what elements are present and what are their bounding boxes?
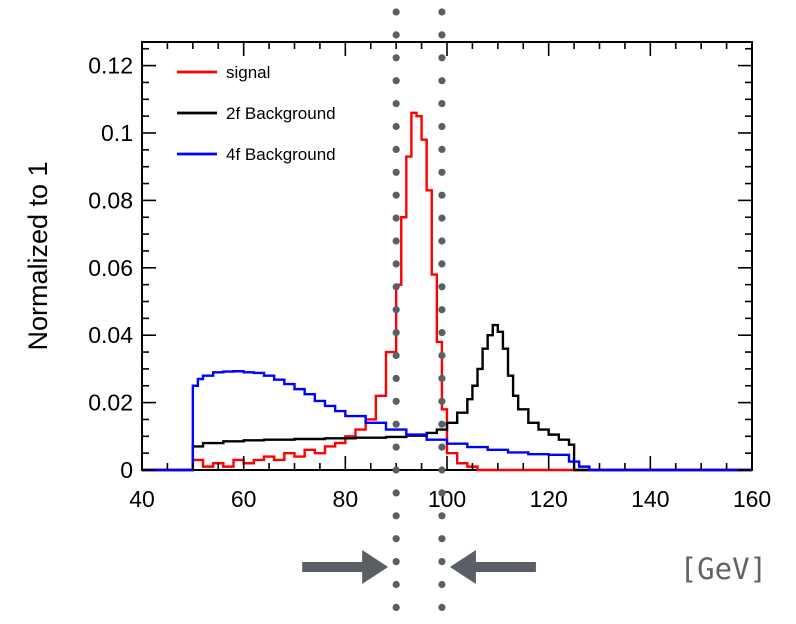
dotted-line-left-dot — [392, 100, 400, 108]
dotted-line-left-dot — [392, 306, 400, 314]
dotted-line-right-dot — [438, 100, 446, 108]
dotted-line-left-dot — [392, 145, 400, 153]
x-tick-label: 120 — [529, 486, 567, 512]
y-tick-label: 0.02 — [88, 390, 133, 416]
dotted-line-right-dot — [438, 306, 446, 314]
dotted-line-left-dot — [392, 54, 400, 62]
dotted-line-right-dot — [438, 420, 446, 428]
dotted-line-right-dot — [438, 191, 446, 199]
y-tick-label: 0.12 — [88, 53, 133, 79]
dotted-line-left-dot — [392, 283, 400, 291]
dotted-line-right-dot — [438, 329, 446, 337]
y-tick-label: 0.06 — [88, 255, 133, 281]
dotted-line-right-dot — [438, 168, 446, 176]
dotted-line-left-dot — [392, 31, 400, 39]
series-line-signal — [142, 111, 752, 472]
x-tick-label: 80 — [333, 486, 359, 512]
x-tick-label: 140 — [631, 486, 669, 512]
dotted-line-left-dot — [392, 77, 400, 85]
dotted-line-right-dot — [438, 283, 446, 291]
dotted-line-left-dot — [392, 260, 400, 268]
dotted-line-left-dot — [392, 489, 400, 497]
dotted-line-right-dot — [438, 374, 446, 382]
dotted-line-right-dot — [438, 603, 446, 612]
dotted-line-left-dot — [392, 420, 400, 428]
dotted-line-right-dot — [438, 489, 446, 497]
dotted-line-left-dot — [392, 168, 400, 176]
legend-label: 4f Background — [226, 145, 336, 164]
legend-layer: signal 2f Background 4f Background — [177, 63, 336, 164]
dotted-line-right-dot — [438, 145, 446, 153]
y-tick-label: 0.04 — [88, 322, 133, 348]
dotted-line-left-dot — [392, 8, 400, 16]
unit-label: [GeV] — [680, 552, 767, 586]
dotted-line-right-dot — [438, 122, 446, 131]
dotted-line-right-dot — [438, 54, 446, 62]
y-tick-label: 0.1 — [101, 120, 133, 146]
dotted-line-left-dot — [392, 580, 400, 589]
dotted-line-right-dot — [438, 77, 446, 85]
dotted-line-right-dot — [438, 535, 446, 543]
dotted-line-left-dot — [392, 443, 400, 451]
dotted-line-left-dot — [392, 237, 400, 245]
dotted-line-right-dot — [438, 351, 446, 360]
legend-label: 2f Background — [226, 104, 336, 123]
y-axis-title: Normalized to 1 — [23, 161, 53, 350]
dotted-line-right-dot — [438, 214, 446, 222]
x-tick-label: 100 — [428, 486, 466, 512]
dotted-line-left-dot — [392, 466, 400, 474]
dotted-line-left-dot — [392, 535, 400, 543]
y-tick-label: 0 — [120, 457, 133, 483]
ticks-layer — [141, 42, 753, 471]
markers-layer — [302, 8, 536, 612]
y-tick-label: 0.08 — [88, 187, 133, 213]
series-line-2f-background — [142, 323, 752, 472]
dotted-line-left-dot — [392, 603, 400, 612]
series-layer — [142, 111, 752, 472]
dotted-line-right-dot — [438, 397, 446, 405]
dotted-line-left-dot — [392, 374, 400, 382]
dotted-line-left-dot — [392, 351, 400, 360]
dotted-line-right-dot — [438, 558, 446, 566]
series-line-4f-background — [142, 370, 752, 472]
dotted-line-left-dot — [392, 214, 400, 222]
dotted-line-right-dot — [438, 580, 446, 589]
dotted-line-right-dot — [438, 260, 446, 268]
left-arrow-icon — [449, 550, 536, 584]
legend-label: signal — [226, 63, 270, 82]
dotted-line-left-dot — [392, 191, 400, 199]
dotted-line-right-dot — [438, 512, 446, 520]
dotted-line-right-dot — [438, 8, 446, 16]
dotted-line-right-dot — [438, 31, 446, 39]
dotted-line-right-dot — [438, 443, 446, 451]
dotted-line-left-dot — [392, 122, 400, 131]
dotted-line-left-dot — [392, 558, 400, 566]
right-arrow-icon — [302, 550, 389, 584]
dotted-line-left-dot — [392, 329, 400, 337]
dotted-line-right-dot — [438, 466, 446, 474]
x-tick-label: 40 — [129, 486, 155, 512]
labels-layer: 40 60 80 100 120 140 160 0 0.02 0.04 0.06 0.08 0.1 0.… — [23, 53, 771, 512]
dotted-line-left-dot — [392, 512, 400, 520]
dotted-line-left-dot — [392, 397, 400, 405]
x-tick-label: 60 — [231, 486, 257, 512]
x-tick-label: 160 — [733, 486, 771, 512]
dotted-line-right-dot — [438, 237, 446, 245]
